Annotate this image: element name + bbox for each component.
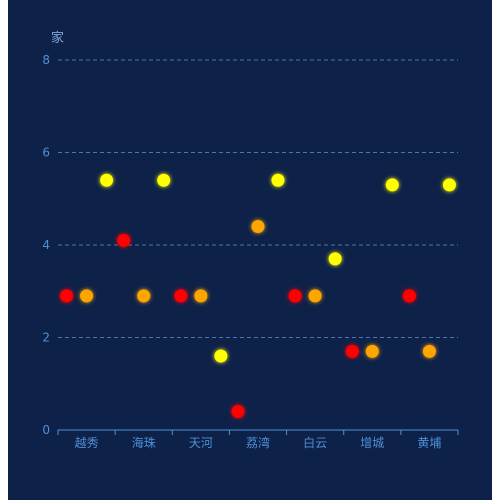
lollipop-dot[interactable]	[402, 289, 416, 303]
lollipop-dot[interactable]	[157, 173, 171, 187]
lollipop-dot[interactable]	[288, 289, 302, 303]
x-tick-label: 黄埔	[417, 436, 441, 450]
lollipop-dot[interactable]	[271, 173, 285, 187]
axes: 家 0 2 4 6 8 越秀 海珠 天河 荔湾 白云 增城 黄埔	[42, 30, 459, 450]
x-tick-label: 海珠	[132, 435, 156, 450]
x-tick-label: 白云	[303, 435, 327, 450]
lollipop-dot[interactable]	[251, 220, 265, 233]
lollipop-stems	[65, 180, 451, 430]
chart-background	[8, 0, 492, 500]
x-tick-label: 荔湾	[246, 435, 270, 450]
y-tick-label: 8	[42, 53, 50, 67]
lollipop-dot[interactable]	[308, 289, 322, 303]
lollipop-dot[interactable]	[117, 233, 131, 247]
lollipop-dot[interactable]	[80, 289, 94, 303]
lollipop-dot[interactable]	[194, 289, 208, 303]
y-tick-label: 4	[42, 238, 50, 252]
lollipop-dot[interactable]	[100, 173, 114, 187]
x-tick-label: 越秀	[75, 436, 99, 450]
lollipop-dot[interactable]	[60, 289, 74, 303]
lollipop-dots	[60, 173, 456, 418]
lollipop-dot[interactable]	[442, 178, 456, 192]
y-tick-label: 2	[42, 331, 50, 345]
y-tick-label: 0	[42, 423, 50, 437]
y-axis-unit-label: 家	[51, 30, 64, 46]
lollipop-dot[interactable]	[231, 405, 245, 418]
lollipop-dot[interactable]	[385, 178, 399, 192]
lollipop-dot[interactable]	[174, 289, 188, 303]
lollipop-dot[interactable]	[328, 252, 342, 266]
lollipop-dot[interactable]	[137, 289, 151, 303]
lollipop-dot[interactable]	[365, 344, 379, 358]
lollipop-dot[interactable]	[345, 344, 359, 358]
lollipop-dot[interactable]	[214, 349, 228, 363]
x-tick-label: 天河	[189, 436, 213, 450]
lollipop-dot[interactable]	[422, 344, 436, 358]
y-tick-label: 6	[42, 146, 50, 160]
x-tick-label: 增城	[360, 436, 384, 450]
